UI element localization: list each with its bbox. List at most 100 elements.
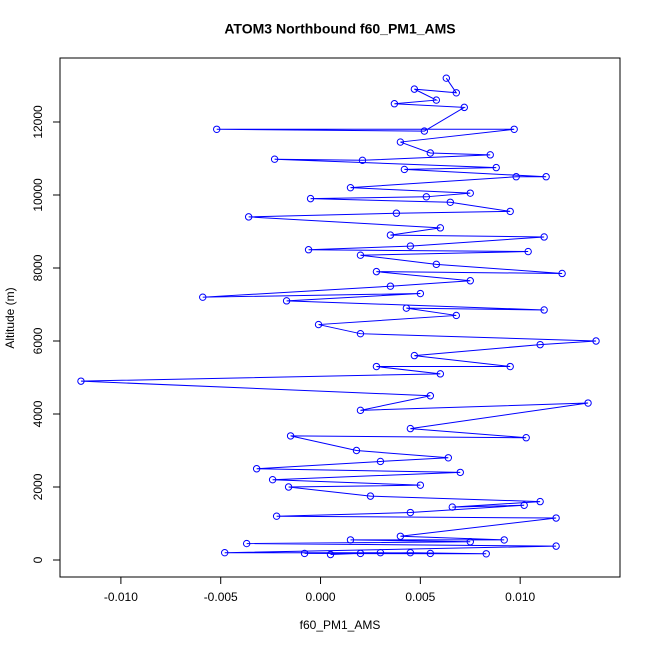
data-point (512, 173, 520, 181)
y-tick-label: 6000 (31, 327, 45, 354)
data-point (520, 501, 528, 509)
y-tick-label: 10000 (31, 178, 45, 212)
data-point (466, 189, 474, 197)
data-point (77, 377, 85, 385)
data-point (346, 183, 355, 192)
data-point (416, 481, 425, 489)
data-point (410, 351, 419, 360)
data-point (304, 246, 313, 254)
data-point (376, 548, 385, 557)
data-point (306, 194, 315, 203)
data-point (456, 468, 464, 477)
data-point (460, 103, 468, 112)
data-point (524, 247, 532, 256)
data-point (356, 406, 365, 415)
data-point (540, 233, 548, 241)
data-point (536, 497, 544, 506)
data-point (486, 151, 494, 159)
data-point (466, 538, 474, 546)
data-point (406, 548, 415, 557)
y-tick-label: 0 (31, 556, 45, 563)
data-point (410, 85, 419, 93)
data-point (386, 282, 395, 290)
data-point (392, 209, 401, 217)
data-point (376, 457, 385, 466)
data-point (432, 96, 441, 104)
data-point (199, 293, 207, 301)
data-point (542, 173, 550, 181)
data-point (314, 320, 323, 329)
x-tick-label: 0.000 (306, 590, 336, 604)
data-point (270, 155, 279, 163)
chart-title: ATOM3 Northbound f60_PM1_AMS (224, 21, 455, 37)
x-tick-label: -0.005 (204, 590, 238, 604)
data-point (422, 193, 431, 201)
data-point (452, 89, 460, 97)
data-point (406, 242, 415, 250)
data-point (442, 74, 451, 82)
data-point (402, 304, 411, 312)
data-line (80, 77, 597, 556)
data-point (426, 549, 435, 558)
x-tick-label: 0.005 (405, 590, 435, 604)
data-point (406, 424, 415, 433)
data-point (242, 539, 251, 548)
data-point (466, 277, 474, 285)
data-point (356, 251, 365, 259)
data-point (446, 198, 455, 206)
data-point (500, 536, 508, 544)
data-point (426, 149, 435, 157)
data-point (358, 156, 367, 165)
y-tick-label: 12000 (31, 105, 45, 139)
data-point (252, 465, 261, 473)
data-point (584, 399, 592, 407)
data-point (326, 550, 335, 559)
x-tick-label: 0.010 (505, 590, 535, 604)
data-point (282, 297, 291, 305)
data-point (400, 165, 409, 174)
data-point (558, 269, 566, 278)
y-axis-label: Altitude (m) (3, 287, 17, 348)
data-point (482, 550, 490, 558)
data-point (552, 514, 560, 522)
data-point (221, 548, 229, 557)
data-point (406, 508, 415, 517)
data-point (356, 329, 365, 338)
data-point (432, 260, 441, 269)
data-point (300, 549, 309, 558)
plot-frame (59, 57, 621, 578)
data-point (536, 340, 544, 349)
data-point (352, 446, 361, 455)
data-point (444, 454, 453, 462)
data-point (436, 370, 445, 378)
data-point (366, 492, 375, 500)
data-point (268, 475, 277, 484)
data-point (346, 536, 355, 544)
data-point (448, 503, 456, 511)
data-point (396, 138, 405, 146)
data-point (396, 532, 405, 540)
data-point (436, 224, 445, 232)
data-point (372, 362, 381, 371)
data-point (272, 512, 281, 520)
x-axis-label: f60_PM1_AMS (300, 618, 381, 632)
data-point (386, 231, 395, 239)
data-point (452, 311, 460, 320)
data-point (356, 549, 365, 558)
data-point (426, 392, 435, 400)
data-point (492, 163, 500, 172)
data-point (416, 289, 425, 298)
y-tick-label: 8000 (31, 254, 45, 281)
y-tick-label: 4000 (31, 400, 45, 427)
data-point (420, 127, 429, 135)
data-point (284, 483, 293, 491)
data-point (506, 362, 514, 371)
data-point (522, 434, 530, 442)
data-point (552, 542, 560, 550)
data-point (244, 213, 253, 221)
data-point (510, 125, 518, 133)
data-point (540, 306, 548, 314)
x-tick-label: -0.010 (104, 590, 138, 604)
data-point (213, 125, 221, 133)
